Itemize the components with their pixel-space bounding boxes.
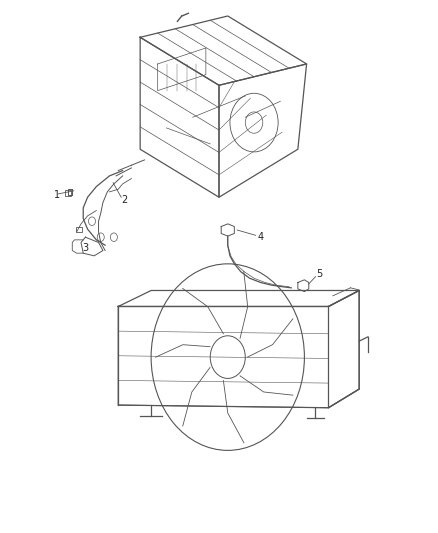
Text: 2: 2 bbox=[122, 195, 128, 205]
Text: 1: 1 bbox=[54, 190, 60, 199]
Text: 3: 3 bbox=[82, 243, 88, 253]
Text: 5: 5 bbox=[317, 270, 323, 279]
Text: 4: 4 bbox=[258, 232, 264, 242]
